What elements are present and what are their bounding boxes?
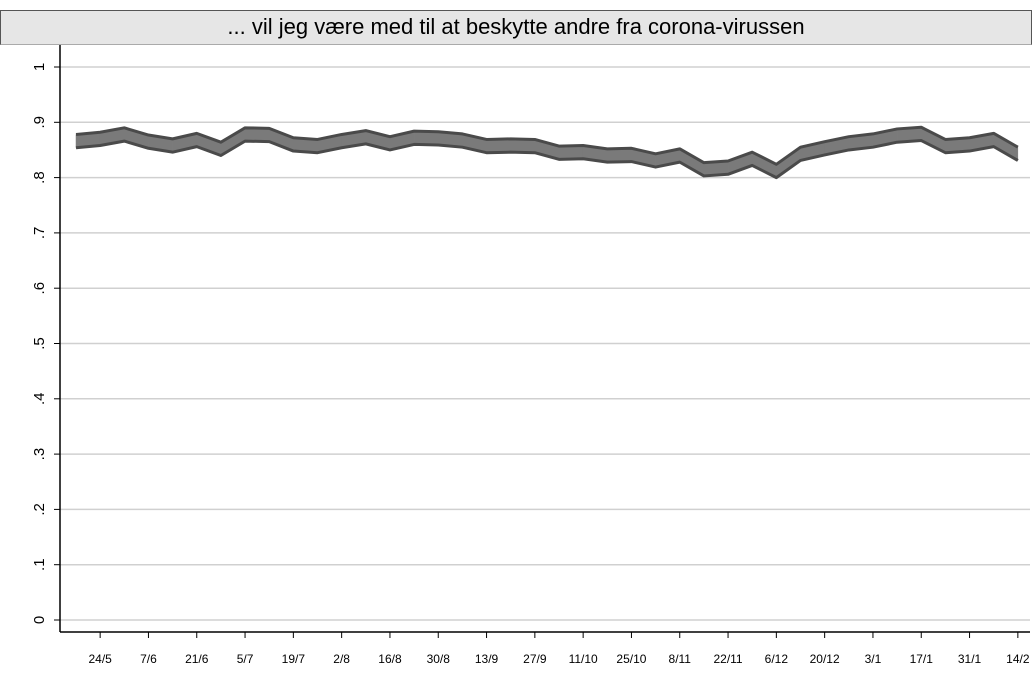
y-tick-label: .7: [31, 227, 48, 240]
chart-title: ... vil jeg være med til at beskytte and…: [227, 14, 804, 39]
band-fill: [486, 138, 511, 153]
band-edge: [75, 139, 1019, 180]
x-tick-label: 3/1: [865, 652, 882, 666]
y-tick-label: .9: [31, 116, 48, 129]
x-tick-label: 7/6: [140, 652, 157, 666]
x-tick-label: 16/8: [378, 652, 402, 666]
x-tick-label: 27/9: [523, 652, 547, 666]
x-tick-label: 14/2: [1006, 652, 1030, 666]
title-box: [0, 10, 1032, 45]
y-tick-label: 0: [31, 616, 48, 624]
x-tick-label: 20/12: [810, 652, 840, 666]
band-fill: [607, 148, 632, 163]
band-edge: [75, 125, 1019, 166]
y-tick-label: .5: [31, 337, 48, 350]
x-tick-label: 30/8: [427, 652, 451, 666]
x-tick-label: 8/11: [669, 652, 692, 666]
y-tick-label: 1: [31, 63, 48, 71]
x-tick-label: 17/1: [910, 652, 934, 666]
x-tick-label: 21/6: [185, 652, 209, 666]
x-tick-label: 24/5: [88, 652, 112, 666]
x-tick-label: 2/8: [333, 652, 350, 666]
x-tick-label: 19/7: [282, 652, 306, 666]
y-tick-label: .1: [31, 558, 48, 571]
x-tick-label: 22/11: [713, 652, 742, 666]
x-tick-label: 31/1: [958, 652, 982, 666]
band-fill: [244, 127, 270, 142]
band-fill: [510, 138, 536, 153]
y-tick-label: .8: [31, 171, 48, 184]
band-fill: [413, 130, 439, 146]
x-tick-label: 6/12: [765, 652, 789, 666]
y-tick-label: .4: [31, 393, 48, 406]
y-tick-label: .3: [31, 448, 48, 461]
x-tick-label: 13/9: [475, 652, 499, 666]
y-tick-label: .2: [31, 503, 48, 516]
x-tick-label: 11/10: [569, 652, 598, 666]
band-fill: [558, 145, 584, 160]
x-tick-label: 25/10: [616, 652, 646, 666]
x-tick-label: 5/7: [237, 652, 254, 666]
y-tick-label: .6: [31, 282, 48, 295]
